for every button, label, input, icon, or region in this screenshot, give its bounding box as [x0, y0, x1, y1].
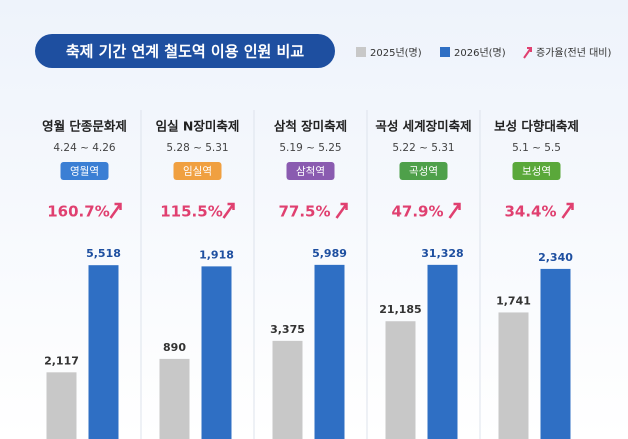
growth-arrow [561, 202, 574, 219]
station-pill [286, 162, 335, 180]
festival-name: 임실 N장미축제 [156, 119, 240, 134]
legend-swatch [356, 47, 366, 57]
bar [385, 321, 416, 439]
value-label: 5,518 [86, 247, 121, 260]
value-label: 2,340 [538, 251, 573, 264]
value-label: 5,989 [312, 247, 347, 260]
bar [201, 266, 232, 439]
growth-arrow [448, 202, 461, 219]
legend-label: 2025년(명) [370, 47, 422, 59]
title: 축제 기간 연계 철도역 이용 인원 비교 [66, 43, 305, 61]
value-label: 1,741 [496, 294, 531, 307]
value-label: 2,117 [44, 354, 79, 367]
festival-dates: 5.19 ~ 5.25 [279, 142, 341, 154]
value-label: 890 [163, 341, 186, 354]
station-pill [173, 162, 222, 180]
festival-name: 보성 다향대축제 [494, 119, 579, 134]
growth-label: 160.7% [47, 203, 109, 221]
bar [540, 268, 571, 439]
legend-label: 2026년(명) [454, 47, 506, 59]
station-pill [60, 162, 109, 180]
growth-label: 115.5% [160, 203, 222, 221]
station-name: 임실역 [183, 165, 212, 178]
legend-label: 증가율(전년 대비) [536, 47, 611, 59]
value-label: 1,918 [199, 248, 234, 261]
station-name: 영월역 [70, 166, 99, 178]
growth-arrow [335, 202, 348, 219]
value-label: 3,375 [270, 323, 305, 336]
station-pill [399, 162, 448, 180]
growth-label: 34.4% [504, 203, 556, 221]
bar [272, 340, 303, 439]
festival-name: 삼척 장미축제 [274, 119, 347, 134]
festival-dates: 4.24 ~ 4.26 [53, 142, 116, 154]
bar [427, 264, 458, 439]
festival-dates: 5.1 ~ 5.5 [512, 142, 561, 154]
station-name: 보성역 [522, 166, 551, 178]
festival-name: 곡성 세계장미축제 [375, 119, 471, 134]
bar [314, 264, 345, 439]
growth-arrow [222, 202, 235, 219]
station-name: 삼척역 [296, 166, 325, 178]
growth-label: 77.5% [278, 203, 330, 221]
station-name: 곡성역 [409, 166, 438, 178]
legend-swatch [440, 47, 450, 57]
festival-name: 영월 단종문화제 [42, 119, 127, 134]
festival-dates: 5.28 ~ 5.31 [166, 142, 228, 154]
growth-arrow [109, 202, 122, 219]
growth-label: 47.9% [391, 203, 443, 221]
legend-arrow [523, 47, 532, 59]
value-label: 31,328 [421, 247, 463, 260]
station-pill [512, 162, 561, 180]
value-label: 21,185 [379, 303, 421, 316]
bar [88, 265, 119, 439]
bar [46, 372, 77, 439]
festival-dates: 5.22 ~ 5.31 [392, 142, 454, 154]
bar [159, 358, 190, 439]
bar [498, 312, 529, 439]
title-pill [35, 34, 335, 68]
